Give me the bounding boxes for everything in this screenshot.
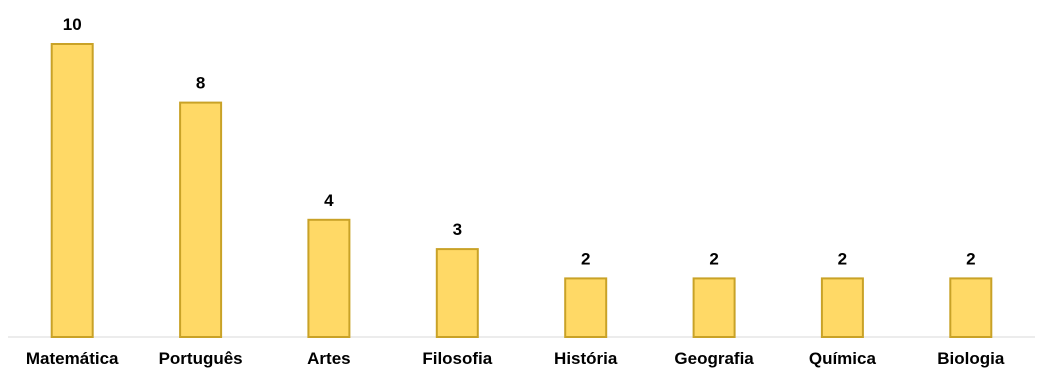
bar-portugues [180,103,221,337]
data-label-filosofia: 3 [453,220,462,239]
x-tick-label-quimica: Química [809,349,877,368]
data-label-biologia: 2 [966,249,975,268]
x-tick-labels-group: Matemática Português Artes Filosofia Históri… [26,349,1005,368]
x-tick-label-biologia: Biologia [937,349,1005,368]
x-tick-label-matematica: Matemática [26,349,119,368]
bar-artes [308,220,349,337]
x-tick-label-portugues: Português [159,349,243,368]
x-tick-label-historia: História [554,349,618,368]
x-tick-label-geografia: Geografia [674,349,754,368]
data-label-historia: 2 [581,249,590,268]
bar-geografia [694,278,735,337]
data-label-quimica: 2 [838,249,847,268]
x-tick-label-filosofia: Filosofia [422,349,492,368]
bar-historia [565,278,606,337]
bar-quimica [822,278,863,337]
data-label-portugues: 8 [196,74,205,93]
data-label-artes: 4 [324,191,334,210]
bar-matematica [52,44,93,337]
bar-filosofia [437,249,478,337]
bars-group [52,44,992,337]
bar-biologia [950,278,991,337]
data-label-matematica: 10 [63,15,82,34]
x-tick-label-artes: Artes [307,349,350,368]
data-label-geografia: 2 [709,249,718,268]
